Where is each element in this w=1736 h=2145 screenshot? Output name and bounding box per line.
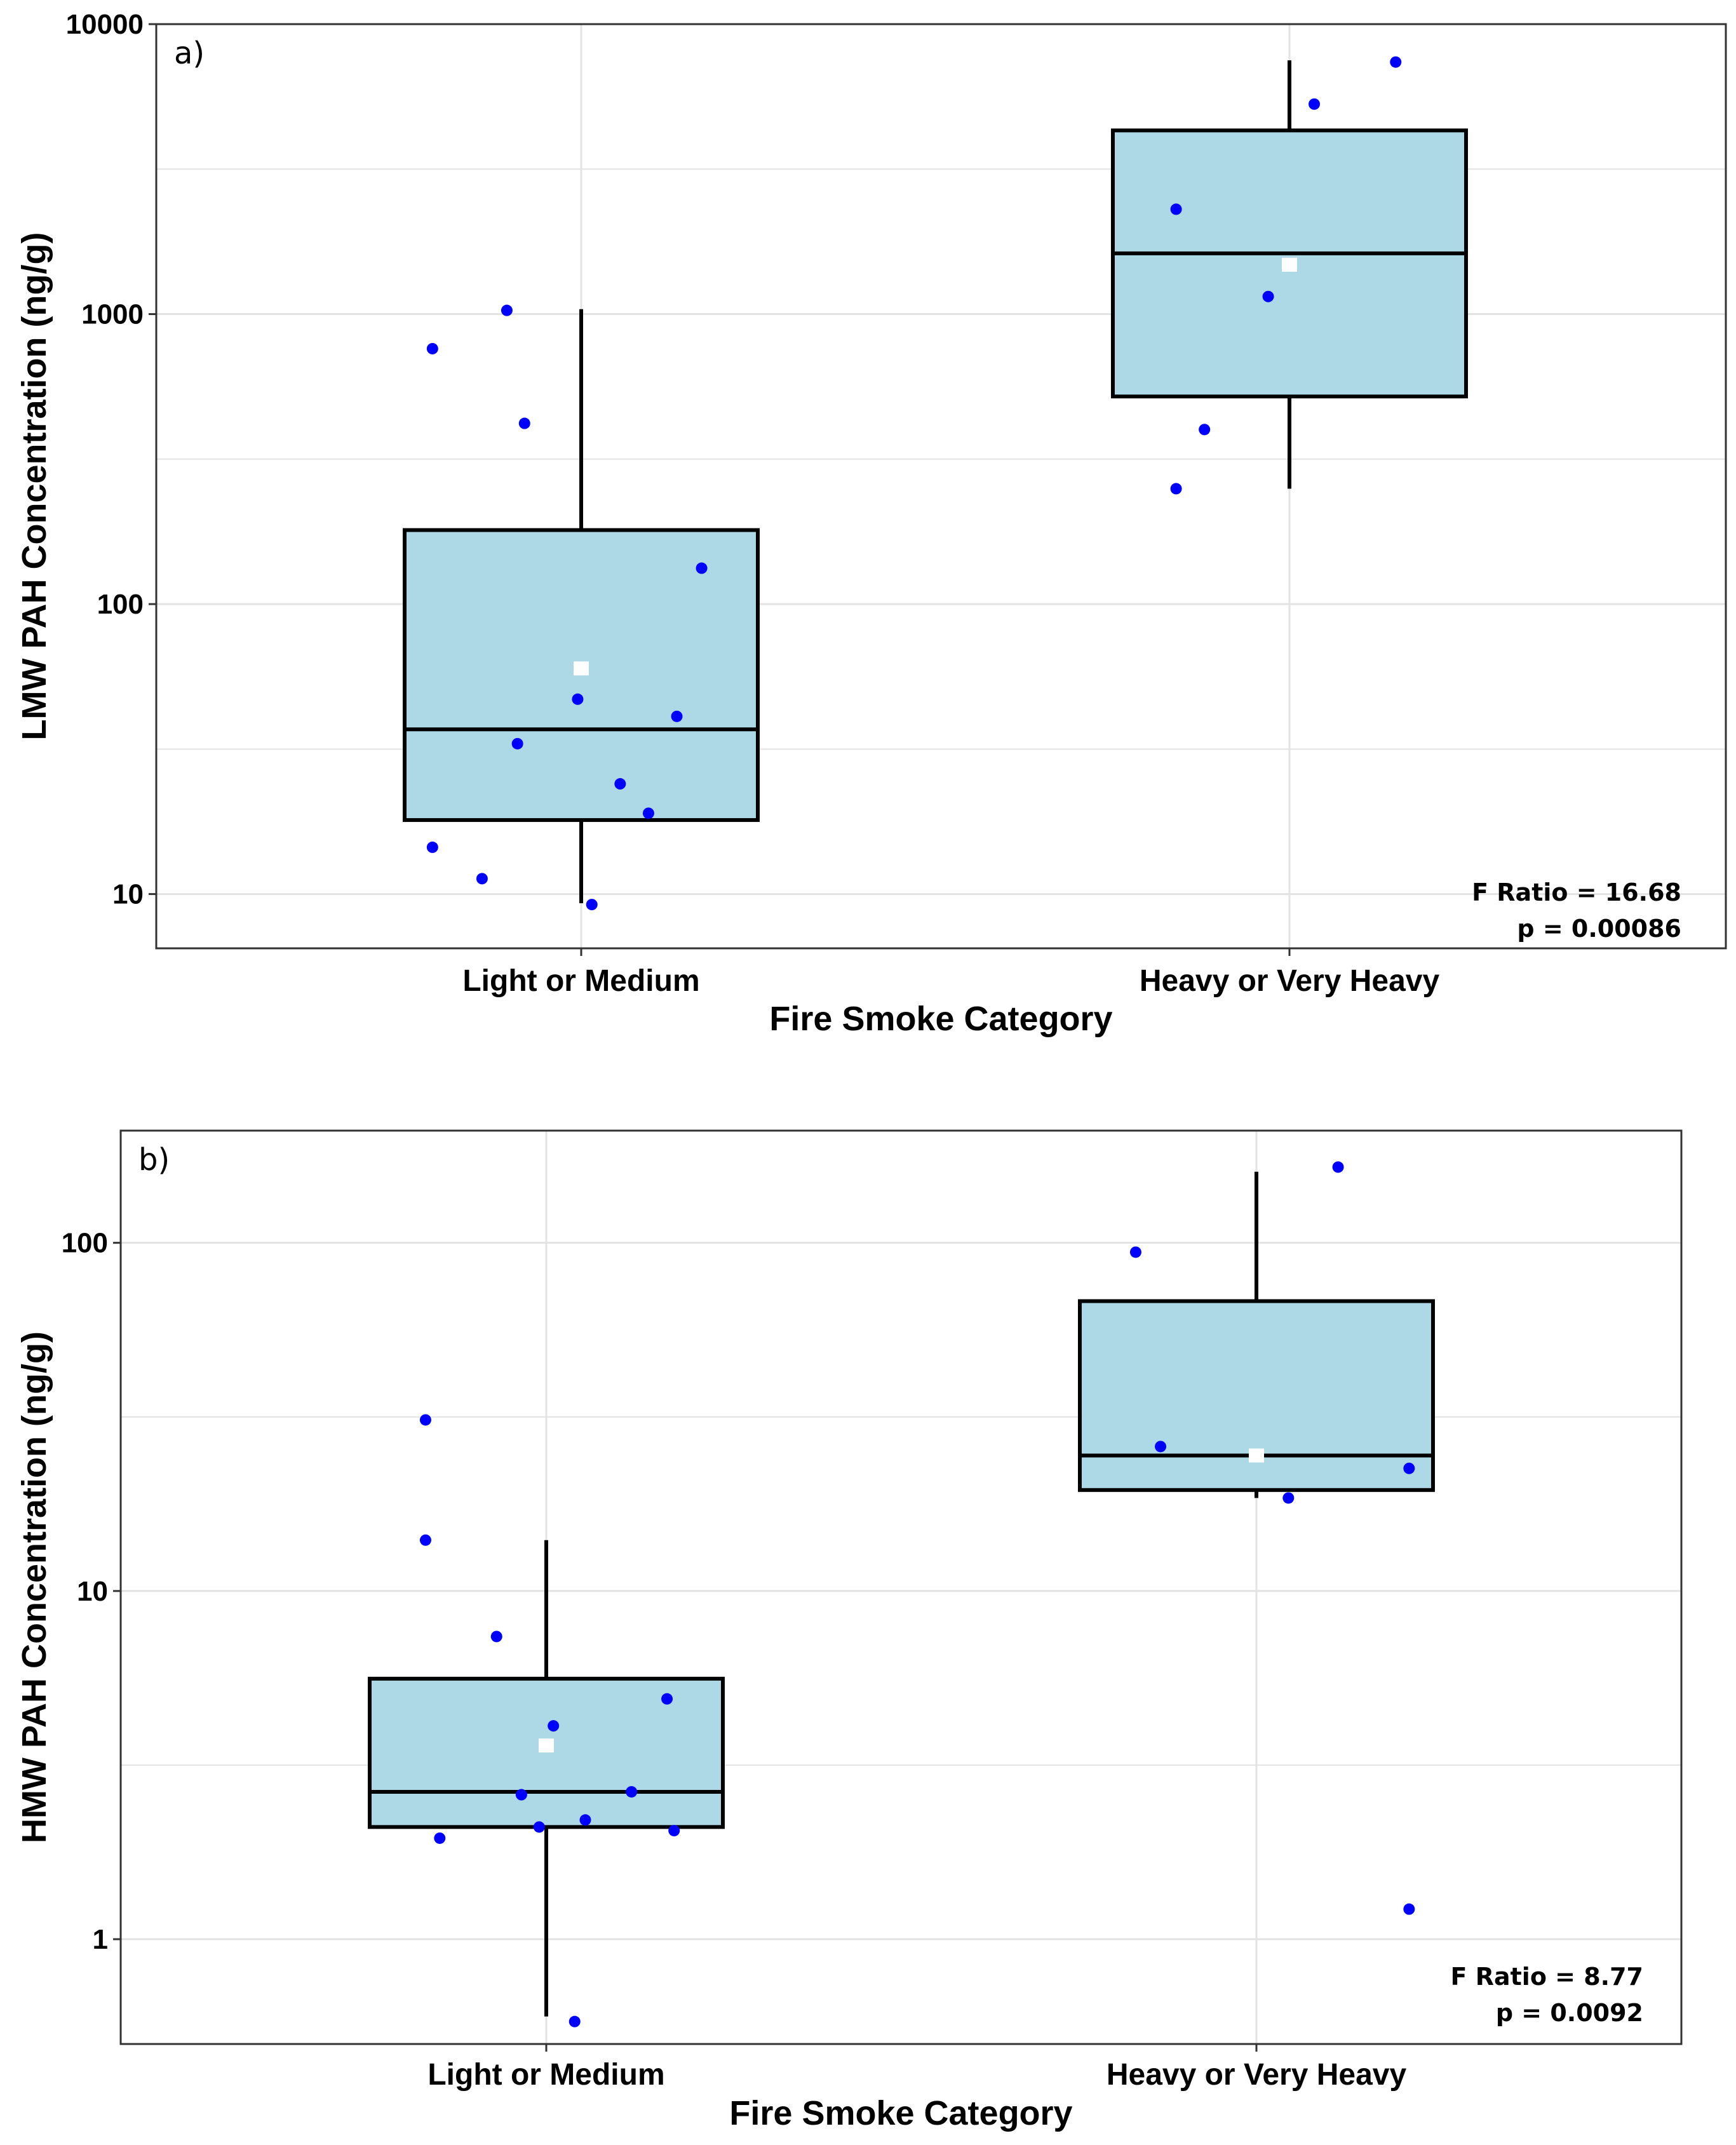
- data-point: [1170, 203, 1182, 215]
- data-point: [533, 1821, 545, 1833]
- data-point: [501, 304, 513, 316]
- y-ticks-a: 10 100 1000 10000: [66, 9, 156, 910]
- mean-marker: [539, 1738, 554, 1753]
- data-point: [434, 1832, 446, 1844]
- y-tick-label: 10: [112, 879, 144, 910]
- data-point: [1309, 98, 1321, 110]
- panel-label-b: b): [138, 1142, 170, 1178]
- x-tick-label: Heavy or Very Heavy: [1107, 2058, 1407, 2092]
- plot-frame-b: [119, 1129, 1683, 2045]
- points-a: [426, 56, 1402, 911]
- gridline-gap: [124, 1232, 226, 1239]
- data-point: [511, 737, 523, 750]
- panel-a: 10 100 1000 10000 Light or Medium Heavy or V…: [15, 9, 1727, 1038]
- data-point: [668, 1825, 680, 1837]
- boxes-a: [403, 60, 1468, 903]
- y-tick-label: 1000: [81, 299, 144, 330]
- data-point: [1390, 56, 1402, 68]
- x-axis-title-a: Fire Smoke Category: [769, 1000, 1112, 1038]
- y-tick-label: 100: [62, 1228, 108, 1259]
- mean-marker: [1249, 1448, 1264, 1463]
- f-ratio-a: F Ratio = 16.68: [1472, 878, 1681, 906]
- data-point: [572, 693, 584, 705]
- y-tick-label: 10000: [66, 9, 144, 40]
- points-b: [419, 1161, 1415, 2027]
- x-ticks-b: Light or Medium Heavy or Very Heavy: [427, 2044, 1406, 2092]
- data-point: [476, 873, 488, 885]
- grid-b: [121, 1131, 1681, 2044]
- data-point: [614, 778, 626, 790]
- p-value-b: p = 0.0092: [1496, 1999, 1643, 2027]
- x-tick-label: Light or Medium: [462, 964, 699, 998]
- mean-marker: [1282, 257, 1297, 272]
- y-axis-title-a: LMW PAH Concentration (ng/g): [15, 232, 53, 741]
- data-point: [1282, 1492, 1295, 1504]
- y-tick-label: 1: [93, 1924, 108, 1955]
- data-point: [426, 342, 438, 354]
- data-point: [696, 562, 708, 574]
- y-ticks-b: 1 10 100: [62, 1228, 121, 1955]
- data-point: [518, 417, 530, 429]
- data-point: [426, 841, 438, 853]
- data-point: [490, 1631, 502, 1643]
- x-tick-label: Light or Medium: [427, 2058, 664, 2092]
- y-tick-label: 100: [97, 589, 144, 620]
- panel-label-a: a): [174, 36, 205, 71]
- p-value-a: p = 0.00086: [1517, 915, 1681, 943]
- plot-frame-a: [155, 23, 1727, 950]
- data-point: [1199, 424, 1211, 436]
- panel-b: 1 10 100 Light or Medium Heavy or Very Heav…: [15, 1129, 1683, 2132]
- data-point: [548, 1720, 560, 1732]
- data-point: [642, 807, 654, 819]
- y-axis-title-b: HMW PAH Concentration (ng/g): [15, 1331, 53, 1843]
- data-point: [626, 1785, 638, 1798]
- grid-a: [156, 23, 1726, 948]
- data-point: [1129, 1246, 1141, 1258]
- x-tick-label: Heavy or Very Heavy: [1140, 964, 1440, 998]
- data-point: [671, 710, 683, 722]
- data-point: [419, 1534, 431, 1546]
- x-axis-title-b: Fire Smoke Category: [729, 2094, 1072, 2132]
- boxes-b: [368, 1171, 1435, 2017]
- data-point: [1170, 483, 1182, 495]
- data-point: [569, 2015, 581, 2027]
- f-ratio-b: F Ratio = 8.77: [1451, 1963, 1643, 1991]
- data-point: [586, 899, 598, 911]
- data-point: [579, 1814, 591, 1826]
- data-point: [661, 1693, 673, 1705]
- data-point: [1155, 1441, 1167, 1453]
- data-point: [1332, 1161, 1344, 1173]
- y-tick-label: 10: [77, 1576, 108, 1607]
- data-point: [419, 1414, 431, 1426]
- data-point: [1403, 1903, 1415, 1915]
- mean-marker: [574, 661, 589, 676]
- data-point: [515, 1789, 527, 1801]
- x-ticks-a: Light or Medium Heavy or Very Heavy: [462, 948, 1439, 998]
- data-point: [1262, 290, 1274, 302]
- data-point: [1403, 1462, 1415, 1474]
